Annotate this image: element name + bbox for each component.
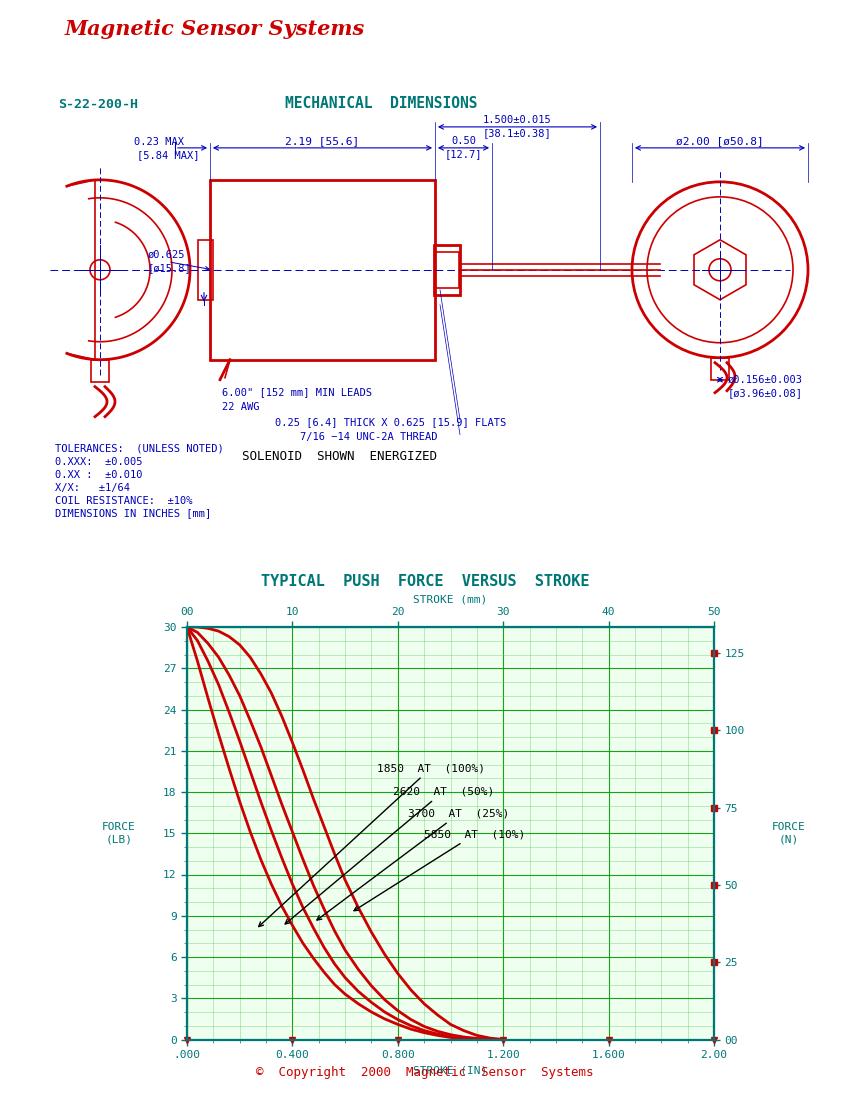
- Bar: [435, 252, 459, 288]
- Text: 6.00" [152 mm] MIN LEADS: 6.00" [152 mm] MIN LEADS: [222, 387, 372, 397]
- Text: 0.50: 0.50: [451, 136, 476, 146]
- Bar: [210, 179, 435, 360]
- Text: [ø3.96±0.08]: [ø3.96±0.08]: [728, 387, 803, 398]
- Text: ø0.156±0.003: ø0.156±0.003: [728, 375, 803, 385]
- Text: ø0.625: ø0.625: [148, 250, 185, 260]
- Text: [12.7]: [12.7]: [445, 148, 482, 158]
- Text: 22 AWG: 22 AWG: [222, 402, 259, 411]
- Text: ©  Copyright  2000  Magnetic  Sensor  Systems: © Copyright 2000 Magnetic Sensor Systems: [256, 1066, 594, 1079]
- Text: SOLENOID  SHOWN  ENERGIZED: SOLENOID SHOWN ENERGIZED: [242, 450, 438, 463]
- Text: 7/16 −14 UNC-2A THREAD: 7/16 −14 UNC-2A THREAD: [300, 431, 438, 441]
- Text: ø2.00 [ø50.8]: ø2.00 [ø50.8]: [676, 136, 764, 146]
- Text: 1850  AT  (100%): 1850 AT (100%): [258, 763, 484, 926]
- Text: [ø15.8]: [ø15.8]: [148, 263, 192, 273]
- Text: 5850  AT  (10%): 5850 AT (10%): [354, 829, 525, 911]
- Text: 2620  AT  (50%): 2620 AT (50%): [286, 786, 494, 924]
- X-axis label: STROKE (IN): STROKE (IN): [413, 1066, 488, 1076]
- Text: [5.84 MAX]: [5.84 MAX]: [137, 150, 200, 160]
- Text: S-22-200-H: S-22-200-H: [58, 98, 138, 111]
- Bar: [434, 245, 460, 295]
- Bar: [198, 240, 213, 299]
- Text: [38.1±0.38]: [38.1±0.38]: [483, 128, 552, 138]
- Text: 2.19 [55.6]: 2.19 [55.6]: [286, 136, 360, 146]
- Text: 0.XX :  ±0.010: 0.XX : ±0.010: [55, 470, 143, 480]
- X-axis label: STROKE (mm): STROKE (mm): [413, 594, 488, 604]
- Text: MECHANICAL  DIMENSIONS: MECHANICAL DIMENSIONS: [285, 96, 478, 111]
- Text: 1.500±0.015: 1.500±0.015: [483, 114, 552, 125]
- Text: DIMENSIONS IN INCHES [mm]: DIMENSIONS IN INCHES [mm]: [55, 508, 212, 518]
- Text: 0.XXX:  ±0.005: 0.XXX: ±0.005: [55, 456, 143, 466]
- Text: TYPICAL  PUSH  FORCE  VERSUS  STROKE: TYPICAL PUSH FORCE VERSUS STROKE: [261, 574, 589, 590]
- Y-axis label: FORCE
(N): FORCE (N): [773, 823, 806, 844]
- Bar: [711, 358, 729, 379]
- Text: 0.23 MAX: 0.23 MAX: [134, 136, 184, 147]
- Text: TOLERANCES:  (UNLESS NOTED): TOLERANCES: (UNLESS NOTED): [55, 443, 224, 453]
- Text: X/X:   ±1/64: X/X: ±1/64: [55, 483, 130, 493]
- Text: Magnetic Sensor Systems: Magnetic Sensor Systems: [65, 19, 366, 38]
- Y-axis label: FORCE
(LB): FORCE (LB): [102, 823, 135, 844]
- Text: COIL RESISTANCE:  ±10%: COIL RESISTANCE: ±10%: [55, 496, 192, 506]
- Text: 0.25 [6.4] THICK X 0.625 [15.9] FLATS: 0.25 [6.4] THICK X 0.625 [15.9] FLATS: [275, 417, 507, 427]
- Bar: [91, 360, 109, 382]
- Text: 3700  AT  (25%): 3700 AT (25%): [317, 808, 510, 920]
